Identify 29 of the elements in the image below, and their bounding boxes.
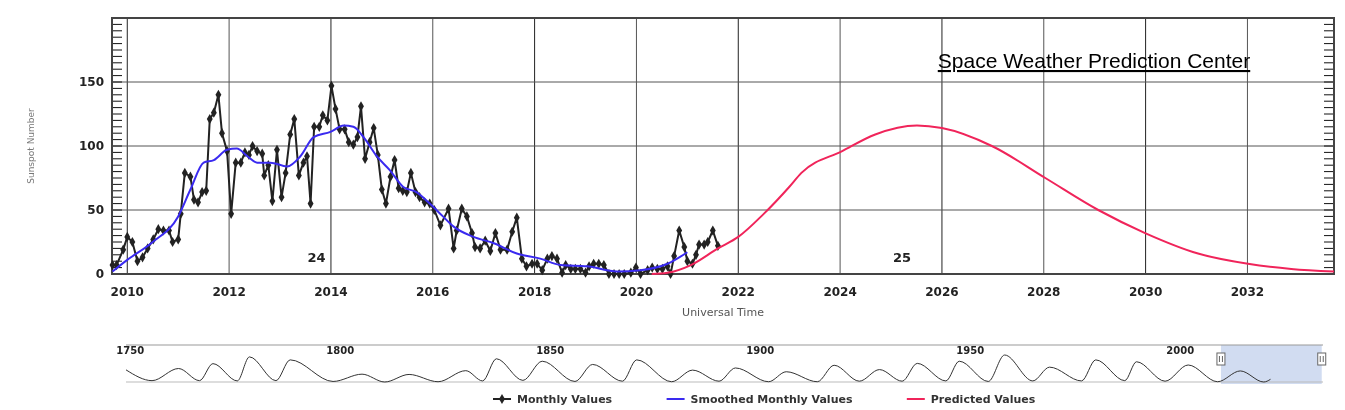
annotation: 25 — [892, 250, 912, 265]
x-tick-label: 2028 — [1027, 285, 1061, 299]
legend-label: Smoothed Monthly Values — [690, 393, 853, 406]
x-tick-label: 2022 — [721, 285, 755, 299]
legend-label: Monthly Values — [517, 393, 613, 406]
x-tick-label: 1900 — [746, 345, 775, 356]
y-tick-label: 150 — [78, 74, 104, 89]
x-tick-label: 2016 — [416, 285, 450, 299]
x-tick-label: 2010 — [110, 285, 144, 299]
x-tick-label: 2026 — [925, 285, 959, 299]
x-tick-label: 1850 — [536, 345, 565, 356]
x-tick-label: 1750 — [116, 345, 145, 356]
x-axis-title: Universal Time — [682, 306, 765, 319]
x-tick-label: 2030 — [1128, 285, 1163, 299]
x-tick-label: 2000 — [1166, 345, 1195, 356]
x-tick-label: 2032 — [1230, 285, 1265, 299]
x-tick-label: 2012 — [212, 285, 246, 299]
x-tick-label: 2014 — [314, 285, 348, 299]
y-tick-label: 0 — [95, 266, 104, 281]
x-tick-label: 1950 — [956, 345, 985, 356]
y-tick-label: 100 — [78, 138, 104, 153]
legend-label: Predicted Values — [930, 393, 1036, 406]
x-tick-label: 2018 — [517, 285, 552, 299]
x-tick-label: 1800 — [326, 345, 355, 356]
x-tick-label: 2020 — [619, 285, 654, 299]
x-tick-label: 2024 — [823, 285, 857, 299]
y-tick-label: 50 — [87, 202, 104, 217]
y-axis-title: Sunspot Number — [26, 107, 36, 184]
annotation: 24 — [307, 250, 326, 265]
